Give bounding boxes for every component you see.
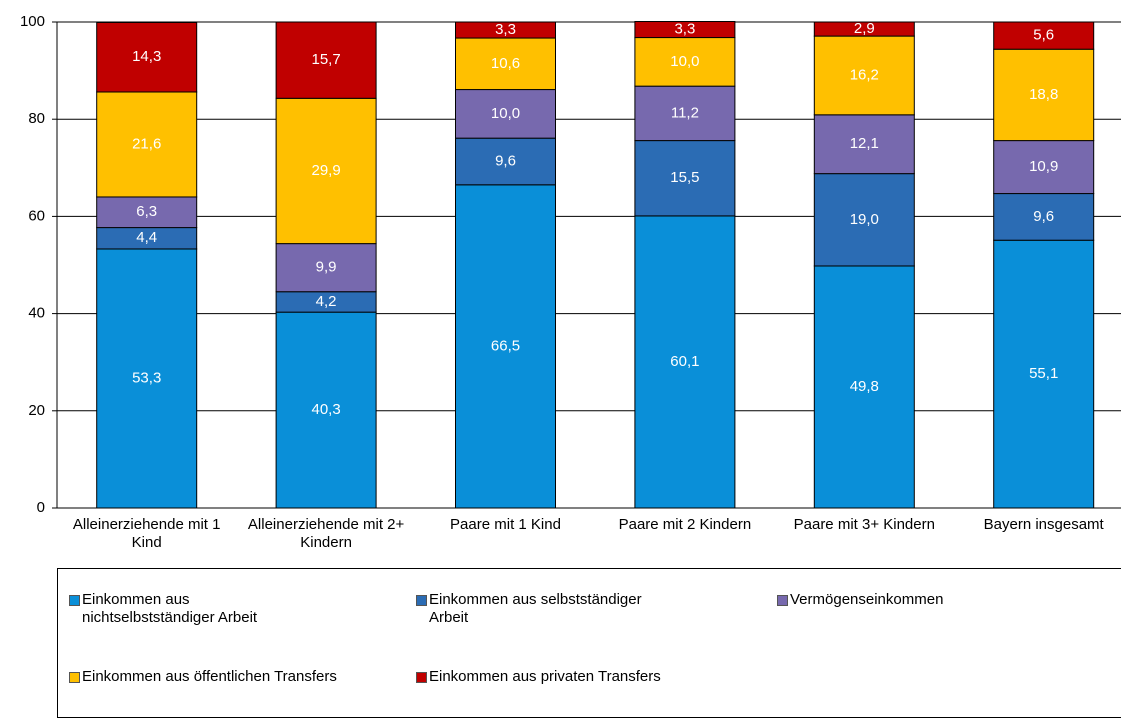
- data-label: 16,2: [850, 66, 879, 83]
- data-label: 5,6: [1033, 27, 1054, 44]
- data-label: 3,3: [674, 21, 695, 38]
- data-label: 9,9: [316, 259, 337, 276]
- x-tick-label: Alleinerziehende mit 1 Kind: [72, 516, 221, 551]
- bar-segment: [634, 21, 736, 39]
- legend: Einkommen aus nichtselbstständiger Arbei…: [57, 568, 1121, 718]
- bar-segment: [96, 196, 198, 229]
- y-tick-label: 80: [28, 110, 45, 127]
- bar-segment: [813, 265, 915, 509]
- data-label: 18,8: [1029, 86, 1058, 103]
- chart: 0 20 40 60 80 100 53,3 4,4 6,3 21,6 14,3 40,3 4,2 9,9…: [20, 13, 1121, 516]
- x-tick-label: Alleinerziehende mit 2+ Kindern: [247, 516, 405, 551]
- bar-segment: [634, 215, 736, 509]
- y-tick-label: 40: [28, 305, 45, 322]
- data-label: 12,1: [850, 135, 879, 152]
- bar-segment: [455, 137, 556, 186]
- data-label: 2,9: [854, 20, 875, 37]
- legend-swatch: [416, 595, 427, 606]
- bar-segment: [96, 21, 198, 93]
- data-label: 4,4: [136, 229, 157, 246]
- legend-item: Einkommen aus öffentlichen Transfers: [69, 668, 337, 686]
- data-label: 3,3: [495, 21, 516, 38]
- data-label: 21,6: [132, 135, 161, 152]
- bar-segment: [813, 35, 915, 116]
- data-label: 14,3: [132, 48, 161, 65]
- y-tick-label: 60: [28, 207, 45, 224]
- legend-item: Vermögenseinkommen: [777, 591, 944, 609]
- legend-item: Einkommen aus selbstständiger Arbeit: [416, 591, 659, 627]
- data-label: 53,3: [132, 369, 161, 386]
- bar-segment: [455, 21, 556, 39]
- legend-label: Einkommen aus öffentlichen Transfers: [82, 668, 337, 685]
- data-label: 10,0: [491, 105, 520, 122]
- bar-segment: [96, 91, 198, 198]
- bar-segment: [455, 37, 556, 91]
- data-label: 29,9: [311, 162, 340, 179]
- bar-segment: [455, 184, 556, 509]
- data-label: 60,1: [670, 353, 699, 370]
- data-label: 11,2: [671, 104, 699, 121]
- data-label: 19,0: [850, 211, 879, 228]
- x-tick-label: Paare mit 1 Kind: [450, 516, 561, 533]
- legend-item: Einkommen aus nichtselbstständiger Arbei…: [69, 591, 312, 627]
- legend-label: Einkommen aus nichtselbstständiger Arbei…: [82, 591, 258, 626]
- data-label: 9,6: [495, 152, 516, 169]
- bar-segment: [455, 89, 556, 139]
- x-tick-label: Paare mit 2 Kindern: [618, 516, 752, 533]
- data-label: 10,6: [491, 55, 520, 72]
- data-label: 40,3: [311, 401, 340, 418]
- data-label: 66,5: [491, 337, 520, 354]
- bar-segment: [993, 193, 1095, 241]
- bar-segment: [275, 21, 377, 99]
- bar-segment: [275, 311, 377, 509]
- legend-item: Einkommen aus privaten Transfers: [416, 668, 661, 686]
- data-label: 15,5: [670, 169, 699, 186]
- bar-segment: [993, 239, 1095, 509]
- data-label: 9,6: [1033, 208, 1054, 225]
- bar-segment: [813, 114, 915, 175]
- legend-label: Einkommen aus privaten Transfers: [429, 668, 661, 685]
- data-label: 10,0: [670, 53, 699, 70]
- data-label: 49,8: [850, 378, 879, 395]
- data-label: 10,9: [1029, 158, 1058, 175]
- bar-segment: [96, 248, 198, 509]
- legend-swatch: [416, 672, 427, 683]
- legend-label: Einkommen aus selbstständiger Arbeit: [429, 591, 642, 626]
- x-tick-label: Paare mit 3+ Kindern: [793, 516, 935, 533]
- bar-segment: [634, 140, 736, 217]
- bar-segment: [813, 21, 915, 37]
- legend-swatch: [69, 672, 80, 683]
- x-tick-label: Bayern insgesamt: [983, 516, 1104, 533]
- bar-segment: [813, 173, 915, 267]
- data-label: 4,2: [316, 293, 337, 310]
- legend-swatch: [777, 595, 788, 606]
- y-tick-label: 0: [37, 499, 45, 516]
- bar-segment: [993, 140, 1095, 195]
- bar-segment: [275, 97, 377, 245]
- data-label: 15,7: [311, 51, 340, 68]
- data-label: 6,3: [136, 203, 157, 220]
- bar-segment: [634, 37, 736, 87]
- bar-segment: [993, 21, 1095, 50]
- bar-segment: [634, 85, 736, 142]
- data-label: 55,1: [1029, 365, 1058, 382]
- legend-label: Vermögenseinkommen: [790, 591, 944, 608]
- y-tick-label: 100: [20, 13, 45, 30]
- y-tick-label: 20: [28, 402, 45, 419]
- bar-segment: [275, 243, 377, 293]
- legend-swatch: [69, 595, 80, 606]
